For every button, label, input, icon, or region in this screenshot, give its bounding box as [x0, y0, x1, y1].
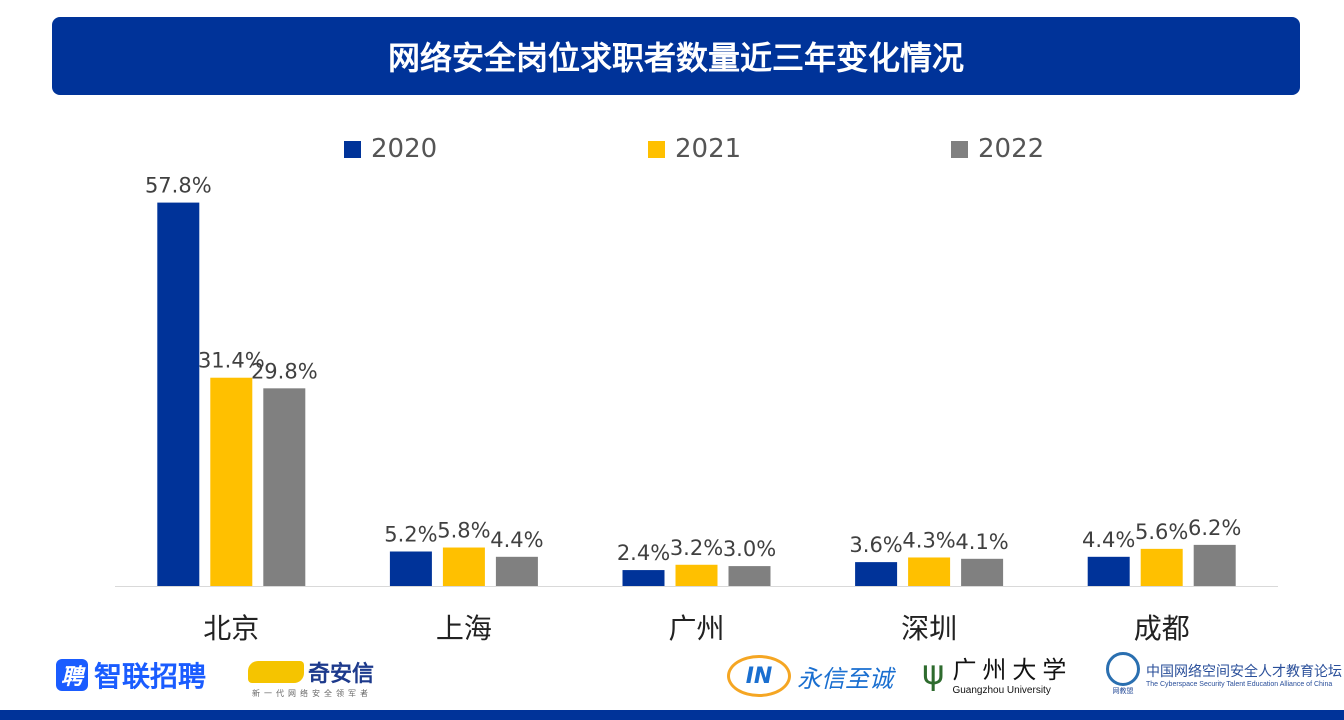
legend-swatch	[344, 140, 361, 158]
gzhu-en: Guangzhou University	[952, 685, 1051, 696]
bar-深圳-2022	[961, 558, 1004, 586]
bar-成都-2022	[1193, 544, 1236, 586]
qianxin-tagline: 新一代网络安全领军者	[252, 689, 372, 698]
alliance-emblem-icon	[1106, 652, 1140, 686]
data-label: 57.8%	[145, 174, 212, 198]
yongxin-icon: IN	[727, 655, 791, 697]
data-label: 4.1%	[955, 530, 1008, 554]
bar-上海-2022	[495, 556, 538, 586]
alliance-cn: 中国网络空间安全人才教育论坛	[1146, 663, 1342, 680]
bar-深圳-2020	[855, 562, 898, 586]
chart-title: 网络安全岗位求职者数量近三年变化情况	[52, 17, 1300, 95]
legend-swatch	[648, 140, 665, 158]
legend-item-2022: 2022	[951, 134, 1044, 164]
category-label: 深圳	[901, 612, 957, 645]
zhaopin-logo: 聘 智联招聘	[56, 655, 206, 695]
yongxin-logo: IN 永信至诚	[727, 655, 893, 697]
zhaopin-text: 智联招聘	[94, 660, 207, 693]
alliance-en: The Cyberspace Security Talent Education…	[1146, 680, 1333, 688]
legend-item-2021: 2021	[648, 134, 741, 164]
bar-上海-2021	[442, 547, 485, 586]
alliance-short: 网教盟	[1112, 687, 1134, 695]
legend-label: 2021	[675, 134, 742, 164]
data-label: 4.4%	[490, 528, 543, 552]
data-label: 4.4%	[1082, 528, 1135, 552]
data-label: 6.2%	[1188, 516, 1241, 540]
data-label: 5.2%	[384, 523, 437, 547]
legend-swatch	[951, 140, 968, 158]
yongxin-text: 永信至诚	[797, 664, 893, 693]
gzhu-logo: ψ 广州大学 Guangzhou University	[922, 650, 1072, 696]
data-label: 31.4%	[198, 349, 265, 373]
bar-广州-2021	[675, 564, 718, 586]
category-label: 广州	[668, 612, 724, 645]
data-label: 3.0%	[723, 537, 776, 561]
gzhu-emblem-icon: ψ	[922, 653, 945, 693]
data-label: 3.2%	[670, 536, 723, 560]
zhaopin-icon: 聘	[56, 659, 88, 691]
bar-北京-2022	[263, 388, 306, 586]
legend-item-2020: 2020	[344, 134, 437, 164]
legend-label: 2020	[371, 134, 438, 164]
bar-广州-2022	[728, 566, 771, 586]
legend: 2020 2021 2022	[0, 134, 1344, 166]
footer-bar	[0, 710, 1344, 720]
bar-深圳-2021	[908, 557, 951, 586]
gzhu-cn: 广州大学	[952, 656, 1073, 684]
bar-北京-2021	[210, 377, 253, 586]
bar-成都-2020	[1087, 556, 1130, 586]
data-label: 4.3%	[902, 528, 955, 552]
data-label: 29.8%	[251, 359, 318, 383]
qianxin-logo: 奇安信 新一代网络安全领军者	[248, 656, 374, 699]
category-label: 北京	[203, 612, 259, 645]
data-label: 2.4%	[617, 541, 670, 565]
bar-成都-2021	[1140, 548, 1183, 586]
tiger-icon	[248, 661, 304, 683]
legend-label: 2022	[978, 134, 1045, 164]
bar-北京-2020	[157, 202, 200, 587]
alliance-logo: 网教盟 中国网络空间安全人才教育论坛 The Cyberspace Securi…	[1106, 652, 1342, 696]
category-label: 上海	[436, 612, 492, 645]
data-label: 5.8%	[437, 519, 490, 543]
bar-上海-2020	[389, 551, 432, 586]
data-label: 3.6%	[849, 533, 902, 557]
data-label: 5.6%	[1135, 520, 1188, 544]
qianxin-text: 奇安信	[308, 662, 375, 687]
bar-广州-2020	[622, 570, 665, 586]
category-label: 成都	[1134, 612, 1190, 645]
